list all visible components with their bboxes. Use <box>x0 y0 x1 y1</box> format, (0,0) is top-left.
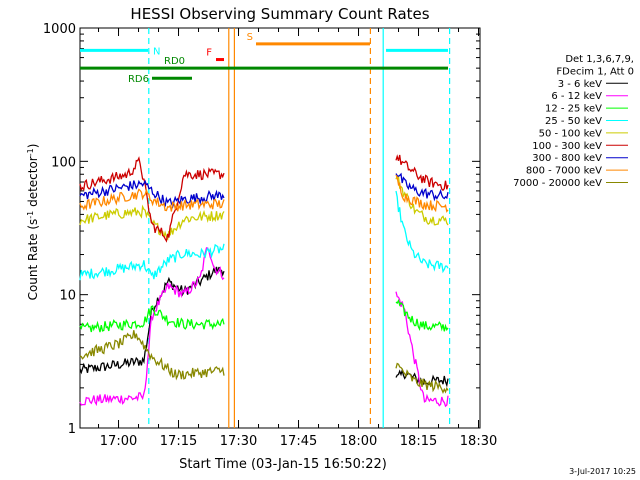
series-line <box>395 172 449 202</box>
legend-header: Det 1,3,6,7,9, <box>565 54 634 65</box>
y-axis-label: Count Rate (s-1 detector-1) <box>26 144 41 301</box>
legend-entry: 50 - 100 keV <box>539 128 603 139</box>
series-line <box>395 154 449 192</box>
state-bar-label: RD6 <box>128 74 149 85</box>
state-bar-label: S <box>247 32 253 43</box>
series-line <box>79 179 225 209</box>
x-tick-label: 17:00 <box>100 434 137 449</box>
legend-entry: 3 - 6 keV <box>558 79 602 90</box>
x-tick-label: 18:15 <box>400 434 437 449</box>
series-line <box>395 190 449 274</box>
legend-entry: 800 - 7000 keV <box>526 166 602 177</box>
legend-entry: 7000 - 20000 keV <box>513 178 602 189</box>
series-line <box>79 243 225 281</box>
series-line <box>79 330 225 381</box>
series-line <box>79 187 225 212</box>
x-axis-label: Start Time (03-Jan-15 16:50:22) <box>179 457 387 472</box>
series-line <box>395 362 449 394</box>
y-tick-label: 1000 <box>43 22 76 37</box>
series-line <box>395 175 449 226</box>
series-line <box>79 265 225 375</box>
x-tick-label: 18:30 <box>460 434 497 449</box>
series-line <box>79 204 225 241</box>
x-tick-label: 18:00 <box>340 434 377 449</box>
plot-area: 1 10 100 1000 17:00 17:15 17:30 17:45 18:00 18:15… <box>43 22 497 449</box>
x-tick-label: 17:45 <box>280 434 317 449</box>
y-tick-label: 100 <box>51 155 76 170</box>
state-bar-label: N <box>153 46 160 57</box>
series-line <box>395 298 449 332</box>
legend-entry: 100 - 300 keV <box>532 141 602 152</box>
y-tick-label: 10 <box>59 289 76 304</box>
series-line <box>79 247 225 407</box>
series-line <box>395 174 449 213</box>
series-line <box>395 291 449 408</box>
legend-entry: 6 - 12 keV <box>551 91 602 102</box>
series-line <box>79 156 225 243</box>
chart-title: HESSI Observing Summary Count Rates <box>130 5 429 23</box>
state-bar-label: F <box>206 48 212 59</box>
plot-frame <box>79 27 481 429</box>
x-tick-label: 17:30 <box>220 434 257 449</box>
x-tick-label: 17:15 <box>160 434 197 449</box>
series-line <box>79 305 225 333</box>
footer-timestamp: 3-Jul-2017 10:25 <box>569 467 636 476</box>
legend-header: FDecim 1, Att 0 <box>556 66 634 77</box>
legend-entry: 25 - 50 keV <box>545 116 602 127</box>
y-tick-label: 1 <box>68 422 76 437</box>
state-bar-label: RD0 <box>164 56 185 67</box>
legend: Det 1,3,6,7,9,FDecim 1, Att 0 3 - 6 keV6 … <box>513 54 634 189</box>
legend-entry: 12 - 25 keV <box>545 104 602 115</box>
legend-entry: 300 - 800 keV <box>532 153 602 164</box>
